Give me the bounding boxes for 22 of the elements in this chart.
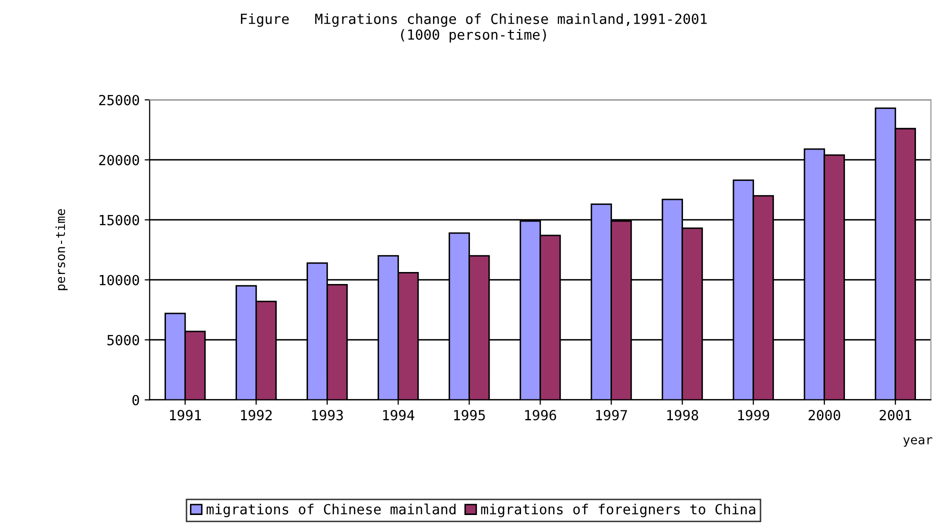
y-tick-label: 20000 bbox=[99, 154, 140, 166]
x-tick-label: 1998 bbox=[667, 410, 698, 420]
x-tick-label: 2000 bbox=[808, 410, 840, 420]
x-tick-label: 1994 bbox=[383, 410, 414, 420]
x-tick-label: 1991 bbox=[170, 410, 201, 420]
legend-label: migrations of Chinese mainland bbox=[206, 504, 456, 518]
x-tick-label: 1999 bbox=[738, 410, 770, 420]
x-tick-label: 1997 bbox=[596, 410, 627, 420]
x-tick-label: 1993 bbox=[312, 410, 343, 420]
y-tick-label: 0 bbox=[132, 394, 140, 406]
y-tick-label: 10000 bbox=[100, 274, 140, 286]
legend-label: migrations of foreigners to China bbox=[481, 504, 756, 518]
y-axis-title: person-time bbox=[55, 209, 68, 290]
y-tick-label: 25000 bbox=[99, 94, 140, 106]
x-tick-label: 1995 bbox=[454, 410, 485, 420]
x-tick-label: 2001 bbox=[880, 410, 912, 420]
x-tick-label: 1992 bbox=[241, 410, 272, 420]
x-axis-title: year bbox=[903, 437, 932, 447]
x-tick-label: 1996 bbox=[525, 410, 556, 420]
y-tick-label: 5000 bbox=[107, 334, 140, 346]
chart-title: Figure Migrations change of Chinese mainland,1991-2001 (1000 person-time) bbox=[240, 13, 707, 43]
y-tick-label: 15000 bbox=[100, 214, 140, 226]
